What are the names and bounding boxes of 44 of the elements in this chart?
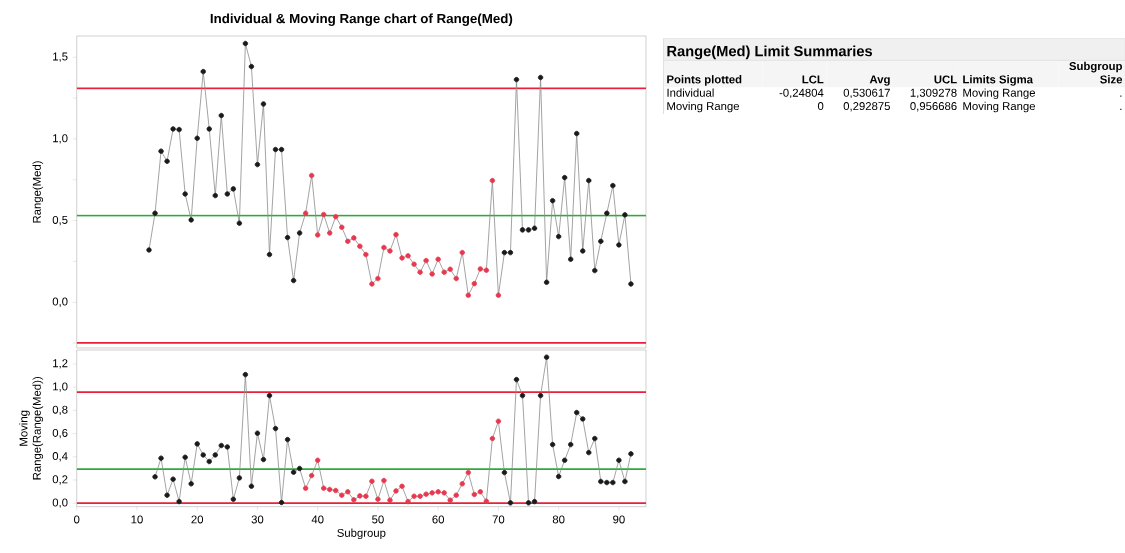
category-label: UCL [934,75,957,84]
category-label: Subgroup Size [1069,61,1123,84]
text: 0,292875 [843,102,890,112]
x-tick-label: 70 [492,515,505,524]
x-tick-label: 40 [311,515,324,524]
text: -0,24804 [779,88,824,99]
text: 0 [817,102,824,111]
text: 0,956686 [910,102,957,112]
text: Moving Range [963,88,1036,99]
y-tick-label: 1,5 [53,52,68,62]
text: Moving Range [963,101,1036,113]
y-axis-title: Moving Range(Range(Med)) [19,377,44,480]
x-tick-label: 0 [74,515,80,524]
x-tick-label: 20 [191,515,204,524]
x-tick-label: 90 [613,515,625,524]
y-tick-label: 0,5 [52,215,68,226]
text: 0,530617 [843,88,890,99]
x-tick-label: 30 [251,515,264,524]
y-tick-label: 0,6 [52,428,68,439]
y-tick-label: 0,2 [52,475,68,485]
y-tick-label: 0,0 [52,297,68,307]
y-tick-label: 0,4 [52,452,68,462]
category-label: Points plotted [667,75,742,86]
category-label: LCL [802,75,824,84]
chart-title: Individual & Moving Range chart of Range(Med) [210,13,513,26]
x-tick-label: 50 [372,515,384,524]
y-tick-label: 1,2 [53,359,68,369]
text: . [1120,108,1122,110]
category-label: Limits Sigma [963,75,1034,86]
y-tick-label: 0,0 [52,498,68,508]
text: Range(Med) Limit Summaries [667,45,873,60]
y-axis-title: Range(Med) [32,161,44,223]
x-tick-label: 80 [552,515,565,524]
text: Individual [667,88,714,97]
x-tick-label: 60 [432,515,445,524]
category-label: Avg [869,75,890,86]
text: Moving Range [667,101,740,113]
y-tick-label: 1,0 [53,382,68,392]
x-axis-title: Subgroup [337,528,386,540]
text: . [1120,95,1122,97]
text: 1,309278 [910,88,957,99]
y-tick-label: 0,8 [52,405,68,416]
x-tick-label: 10 [131,515,143,524]
y-tick-label: 1,0 [53,134,68,144]
